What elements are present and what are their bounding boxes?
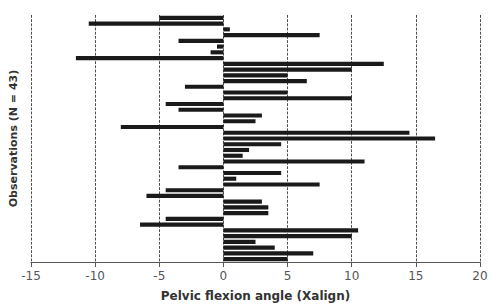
svg-text:15: 15	[408, 269, 423, 283]
svg-text:5: 5	[284, 269, 292, 283]
svg-text:20: 20	[472, 269, 487, 283]
svg-text:10: 10	[344, 269, 359, 283]
svg-text:Pelvic flexion angle (Xalign): Pelvic flexion angle (Xalign)	[161, 289, 350, 303]
svg-text:Observations (N = 43): Observations (N = 43)	[7, 70, 20, 208]
svg-text:0: 0	[220, 269, 228, 283]
svg-text:-15: -15	[21, 269, 41, 283]
svg-text:-5: -5	[153, 269, 165, 283]
svg-text:-10: -10	[85, 269, 105, 283]
